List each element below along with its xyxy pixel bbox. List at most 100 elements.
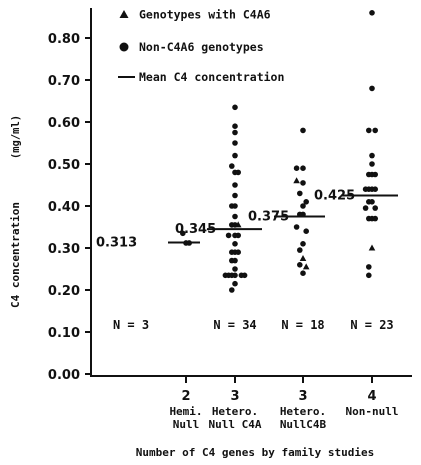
mean-value-label: 0.375	[248, 210, 289, 225]
legend-item-line: Mean C4 concentration	[118, 70, 284, 84]
data-point	[229, 163, 235, 169]
data-point	[232, 140, 238, 146]
data-point	[225, 232, 232, 239]
data-point	[232, 152, 238, 159]
y-tick-label: 0.00	[48, 368, 80, 383]
category-number-label: 3	[230, 389, 239, 404]
category-name-line2: Null	[173, 418, 200, 431]
legend-triangle-marker	[119, 10, 129, 18]
data-point	[232, 257, 238, 264]
data-point-triangle	[293, 177, 300, 184]
data-point	[372, 186, 379, 192]
category-number-label: 3	[298, 389, 307, 404]
data-point	[232, 266, 238, 272]
data-point	[232, 104, 238, 111]
data-point	[232, 280, 238, 287]
data-point	[297, 190, 303, 197]
data-point	[232, 123, 238, 129]
data-point	[300, 165, 306, 171]
category-name-line1: Hetero.	[280, 405, 326, 418]
data-points	[180, 10, 379, 293]
data-point	[235, 232, 241, 239]
data-point	[369, 152, 375, 159]
data-point	[235, 169, 241, 176]
y-tick-label: 0.80	[48, 32, 80, 47]
data-point	[362, 205, 369, 211]
data-point	[300, 241, 306, 247]
n-label: N = 3	[113, 318, 149, 332]
data-point	[232, 203, 238, 209]
data-point	[232, 192, 238, 199]
category-number-label: 2	[181, 389, 190, 404]
data-point	[372, 205, 379, 211]
data-point	[366, 127, 372, 134]
data-point	[369, 199, 375, 205]
category-name-line2: NullC4B	[280, 418, 327, 431]
y-tick-label: 0.10	[48, 326, 80, 341]
mean-value-label: 0.313	[96, 236, 137, 251]
legend-item-circle: Non-C4A6 genotypes	[119, 40, 264, 54]
data-point-triangle	[234, 221, 242, 228]
y-tick-label: 0.70	[48, 74, 80, 89]
x-axis-title: Number of C4 genes by family studies	[136, 446, 374, 459]
data-point	[232, 241, 238, 247]
data-point	[366, 264, 372, 270]
data-point	[300, 203, 306, 209]
data-point	[297, 247, 303, 253]
n-label: N = 34	[213, 318, 256, 332]
data-point	[372, 215, 379, 222]
y-tick-label: 0.50	[48, 158, 80, 173]
data-point	[232, 182, 238, 188]
data-point	[232, 272, 238, 279]
n-labels: N = 3 N = 34 N = 18 N = 23	[113, 318, 394, 332]
legend: Genotypes with C4A6 Non-C4A6 genotypes M…	[118, 8, 284, 84]
data-point	[300, 180, 306, 186]
data-point	[235, 249, 241, 255]
data-point-triangle	[368, 244, 376, 251]
data-point	[293, 224, 300, 230]
data-point-triangle	[299, 255, 307, 261]
data-point	[303, 228, 310, 234]
y-ticks: 0.00 0.10 0.20 0.30 0.40 0.50 0.60 0.70 0.80	[48, 32, 91, 383]
n-label: N = 18	[281, 318, 324, 332]
data-point	[293, 165, 300, 171]
data-point	[232, 213, 238, 220]
data-point	[369, 161, 375, 167]
data-point	[366, 272, 372, 279]
data-point	[241, 272, 248, 279]
y-tick-label: 0.20	[48, 284, 80, 299]
category-name-line2: Null C4A	[209, 418, 262, 431]
data-point	[180, 230, 186, 237]
data-point-triangle	[302, 263, 310, 270]
category-name-line1: Hemi.	[169, 405, 202, 418]
data-point	[372, 171, 379, 178]
data-point	[372, 127, 379, 134]
legend-item-triangle: Genotypes with C4A6	[119, 8, 271, 22]
data-point	[300, 127, 306, 134]
data-point	[369, 85, 375, 92]
y-axis-unit: (mg/ml)	[10, 115, 22, 159]
data-point	[300, 211, 306, 218]
category-name-line1: Non-null	[346, 405, 399, 418]
data-point	[229, 287, 235, 293]
legend-label: Genotypes with C4A6	[139, 8, 271, 22]
data-point	[297, 262, 303, 268]
data-point	[300, 270, 306, 277]
x-ticks	[185, 376, 373, 383]
category-number-label: 4	[367, 389, 376, 404]
legend-circle-marker	[119, 42, 129, 52]
y-tick-label: 0.60	[48, 116, 80, 131]
n-label: N = 23	[350, 318, 393, 332]
data-point	[369, 10, 375, 16]
mean-value-label: 0.425	[314, 189, 355, 204]
data-point	[232, 129, 238, 136]
y-axis-title: C4 concentration	[9, 202, 22, 308]
y-tick-label: 0.30	[48, 242, 80, 257]
data-point	[303, 199, 310, 205]
y-tick-label: 0.40	[48, 200, 80, 215]
legend-label: Mean C4 concentration	[139, 70, 284, 84]
category-name-line1: Hetero.	[212, 405, 258, 418]
